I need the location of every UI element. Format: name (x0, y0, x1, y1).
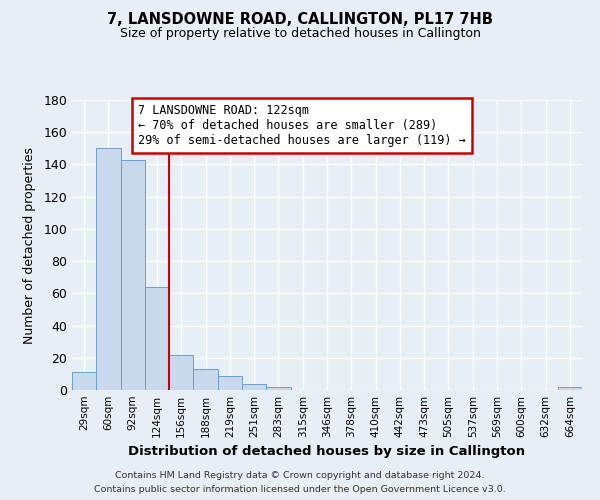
Bar (169, 354, 193, 390)
Bar (218, 376, 242, 390)
Bar (193, 369, 218, 390)
Bar (121, 160, 145, 390)
Text: Size of property relative to detached houses in Callington: Size of property relative to detached ho… (119, 28, 481, 40)
Bar (72, 372, 96, 390)
X-axis label: Distribution of detached houses by size in Callington: Distribution of detached houses by size … (128, 446, 526, 458)
Bar (242, 384, 266, 390)
Text: Contains public sector information licensed under the Open Government Licence v3: Contains public sector information licen… (94, 484, 506, 494)
Text: 7, LANSDOWNE ROAD, CALLINGTON, PL17 7HB: 7, LANSDOWNE ROAD, CALLINGTON, PL17 7HB (107, 12, 493, 28)
Y-axis label: Number of detached properties: Number of detached properties (23, 146, 37, 344)
Text: 7 LANSDOWNE ROAD: 122sqm
← 70% of detached houses are smaller (289)
29% of semi-: 7 LANSDOWNE ROAD: 122sqm ← 70% of detach… (139, 104, 466, 148)
Bar (558, 387, 582, 390)
Bar (145, 287, 169, 390)
Bar (266, 387, 290, 390)
Text: Contains HM Land Registry data © Crown copyright and database right 2024.: Contains HM Land Registry data © Crown c… (115, 472, 485, 480)
Bar (96, 148, 121, 390)
